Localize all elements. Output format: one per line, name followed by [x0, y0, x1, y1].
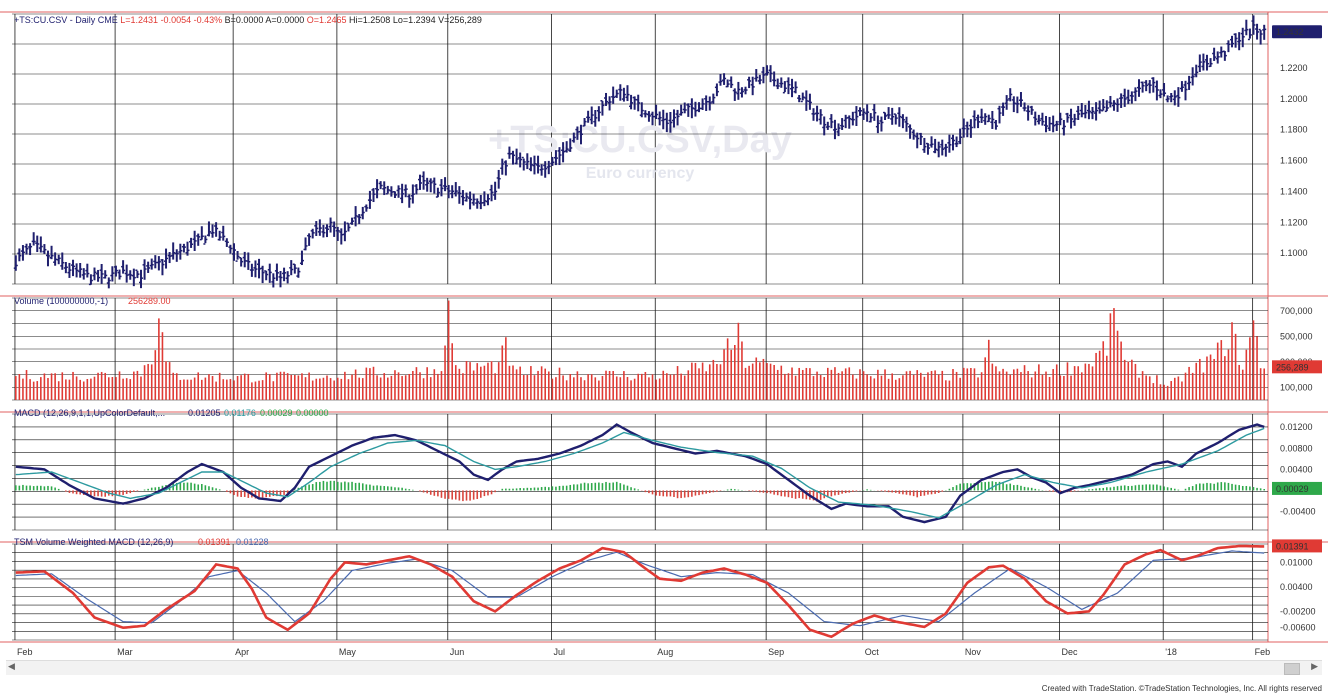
- x-tick-label: '18: [1165, 647, 1177, 657]
- price-header: +TS:CU.CSV - Daily CME L=1.2431 -0.0054 …: [14, 15, 482, 25]
- last-volume-box: [1272, 360, 1322, 374]
- price-header-field: L=1.2431: [118, 15, 158, 25]
- y-tick-label: 1.2200: [1280, 63, 1308, 73]
- macd-signal-line: [15, 427, 1265, 519]
- scroll-right-arrow-icon[interactable]: ▶: [1311, 661, 1318, 671]
- vwmacd-title: TSM Volume Weighted MACD (12,26,9): [14, 537, 173, 547]
- price-header-field: V=256,289: [436, 15, 482, 25]
- y-tick-label: 1.1800: [1280, 125, 1308, 135]
- y-tick-label: -0.00600: [1280, 623, 1316, 633]
- price-header-field: Hi=1.2508: [347, 15, 391, 25]
- chart-area: Feb Mar Apr May Jun Jul Aug Sep Oct Nov Dec '18 Feb +…: [0, 11, 1328, 657]
- vwmacd-signal-line: [15, 550, 1265, 627]
- y-tick-label: 0.00400: [1280, 464, 1313, 474]
- y-tick-label: 0.00400: [1280, 582, 1313, 592]
- volume-title: Volume (100000000,-1): [14, 296, 108, 306]
- macd-title: MACD (12,26,9,1,1,UpColorDefault,...: [14, 408, 165, 418]
- y-tick-label: 1.1200: [1280, 217, 1308, 227]
- watermark-symbol: +TS:CU.CSV,Day: [488, 119, 792, 161]
- vwmacd-value: 0.01391: [198, 537, 231, 547]
- x-tick-label: Oct: [865, 647, 880, 657]
- y-tick-label: 0.01000: [1280, 557, 1313, 567]
- x-tick-label: Mar: [117, 647, 133, 657]
- credit-text: Created with TradeStation. ©TradeStation…: [1041, 684, 1322, 693]
- x-tick-label: Sep: [768, 647, 784, 657]
- last-price-label: 1.2432: [1276, 27, 1304, 37]
- price-header-field: O=1.2465: [304, 15, 346, 25]
- price-header-field: -0.43%: [191, 15, 222, 25]
- vwmacd-line: [15, 544, 1265, 639]
- y-tick-label: 0.01200: [1280, 422, 1313, 432]
- y-tick-label: 700,000: [1280, 306, 1313, 316]
- macd-value: 0.01176: [224, 408, 256, 418]
- y-tick-label: -0.00200: [1280, 606, 1316, 616]
- macd-value: 0.00000: [296, 408, 329, 418]
- price-header-field: +TS:CU.CSV - Daily CME: [14, 15, 118, 25]
- y-tick-label: 0.00800: [1280, 443, 1313, 453]
- price-header-field: A=0.0000: [263, 15, 304, 25]
- y-tick-label: 1.2000: [1280, 94, 1308, 104]
- y-tick-label: 100,000: [1280, 382, 1313, 392]
- last-macd-label: 0.00029: [1276, 484, 1309, 494]
- y-tick-label: 500,000: [1280, 331, 1313, 341]
- watermark-name: Euro currency: [586, 165, 695, 182]
- scroll-left-arrow-icon[interactable]: ◀: [8, 661, 15, 671]
- macd-value: 0.01205: [188, 408, 221, 418]
- x-tick-label: Apr: [235, 647, 249, 657]
- macd-line: [15, 423, 1265, 524]
- macd-value: 0.00029: [260, 408, 293, 418]
- x-tick-label: Aug: [657, 647, 673, 657]
- x-tick-label: Feb: [17, 647, 33, 657]
- price-header-field: Lo=1.2394: [390, 15, 435, 25]
- last-price-box: [1272, 25, 1322, 39]
- y-tick-label: 1.1000: [1280, 248, 1308, 258]
- x-tick-label: Dec: [1061, 647, 1078, 657]
- price-header-field: B=0.0000: [222, 15, 263, 25]
- last-volume-label: 256,289: [1276, 362, 1309, 372]
- x-tick-label: Nov: [965, 647, 982, 657]
- x-tick-label: Jul: [554, 647, 566, 657]
- scroll-thumb[interactable]: [1284, 663, 1300, 675]
- vwmacd-signal-value: 0.01228: [236, 537, 269, 547]
- x-tick-label: Feb: [1255, 647, 1271, 657]
- x-tick-label: May: [339, 647, 357, 657]
- y-tick-label: 1.1400: [1280, 186, 1308, 196]
- horizontal-scrollbar[interactable]: ◀ ▶: [6, 660, 1322, 675]
- last-vwmacd-box: [1272, 539, 1322, 553]
- last-vwmacd-label: 0.01391: [1276, 541, 1309, 551]
- volume-value: 256289.00: [128, 296, 171, 306]
- x-tick-label: Jun: [450, 647, 465, 657]
- price-header-field: -0.0054: [158, 15, 191, 25]
- y-tick-label: 1.1600: [1280, 156, 1308, 166]
- last-macd-box: [1272, 481, 1322, 495]
- y-tick-label: -0.00400: [1280, 507, 1316, 517]
